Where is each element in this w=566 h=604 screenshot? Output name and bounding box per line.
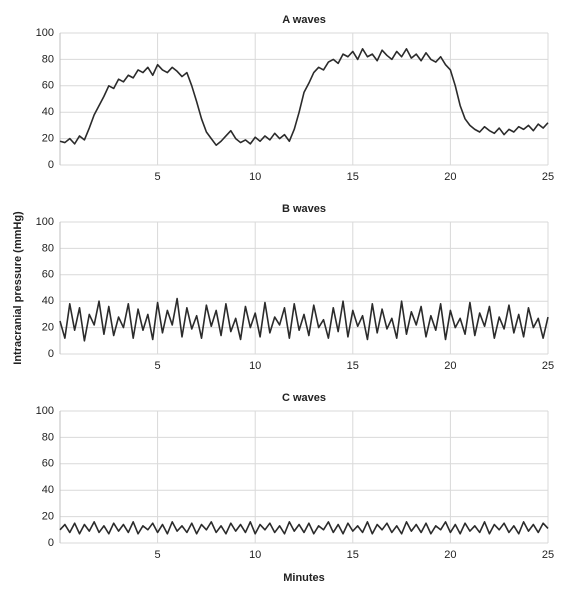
y-axis-title: Intracranial pressure (mmHg) bbox=[12, 211, 24, 365]
y-tick-label: 20 bbox=[42, 133, 54, 145]
y-tick-label: 40 bbox=[42, 295, 54, 307]
y-tick-label: 100 bbox=[36, 405, 54, 417]
y-tick-label: 100 bbox=[36, 27, 54, 39]
y-tick-label: 60 bbox=[42, 269, 54, 281]
x-tick-label: 5 bbox=[155, 549, 161, 561]
x-tick-label: 20 bbox=[444, 549, 456, 561]
x-tick-label: 10 bbox=[249, 360, 261, 372]
y-tick-label: 80 bbox=[42, 431, 54, 443]
x-tick-label: 10 bbox=[249, 549, 261, 561]
x-tick-label: 20 bbox=[444, 360, 456, 372]
y-tick-label: 0 bbox=[48, 348, 54, 360]
x-tick-label: 10 bbox=[249, 171, 261, 183]
y-tick-label: 20 bbox=[42, 511, 54, 523]
x-tick-label: 15 bbox=[347, 549, 359, 561]
data-line bbox=[59, 48, 549, 146]
y-tick-label: 0 bbox=[48, 159, 54, 171]
y-tick-label: 100 bbox=[36, 216, 54, 228]
data-line bbox=[59, 297, 549, 342]
x-tick-label: 25 bbox=[542, 360, 554, 372]
y-tick-label: 60 bbox=[42, 80, 54, 92]
x-tick-label: 25 bbox=[542, 171, 554, 183]
y-tick-label: 40 bbox=[42, 484, 54, 496]
x-tick-label: 15 bbox=[347, 360, 359, 372]
y-tick-label: 80 bbox=[42, 242, 54, 254]
x-tick-label: 20 bbox=[444, 171, 456, 183]
y-tick-label: 20 bbox=[42, 322, 54, 334]
y-tick-label: 60 bbox=[42, 458, 54, 470]
x-tick-label: 5 bbox=[155, 171, 161, 183]
y-tick-label: 80 bbox=[42, 53, 54, 65]
y-tick-label: 40 bbox=[42, 106, 54, 118]
x-axis-title: Minutes bbox=[283, 572, 325, 584]
chart-title: B waves bbox=[282, 203, 326, 215]
y-tick-label: 0 bbox=[48, 537, 54, 549]
x-tick-label: 15 bbox=[347, 171, 359, 183]
data-line bbox=[59, 521, 549, 535]
x-tick-label: 5 bbox=[155, 360, 161, 372]
chart-title: C waves bbox=[282, 392, 326, 404]
x-tick-label: 25 bbox=[542, 549, 554, 561]
chart-title: A waves bbox=[282, 14, 326, 26]
